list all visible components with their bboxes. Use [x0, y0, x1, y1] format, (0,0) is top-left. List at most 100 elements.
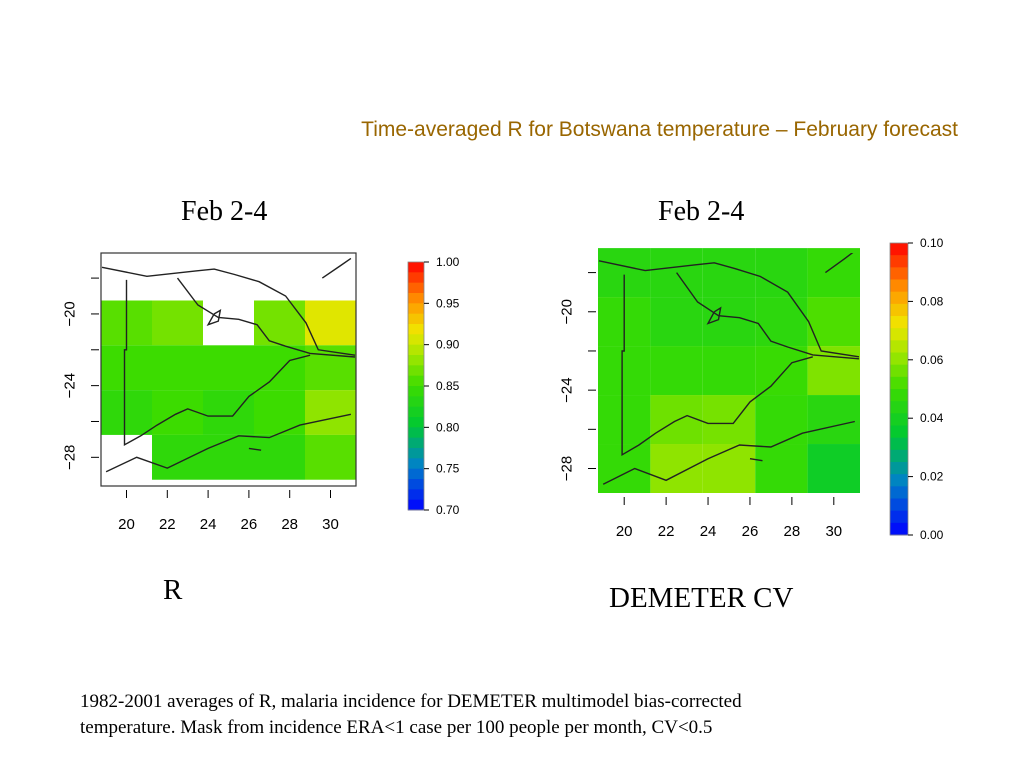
country-border-line: [248, 447, 262, 451]
colorbar-segment: [890, 425, 908, 439]
heatmap-cell: [101, 345, 152, 391]
country-border-line: [123, 279, 311, 446]
colorbar-segment: [890, 401, 908, 414]
colorbar-tick-label: 1.00: [436, 255, 460, 269]
colorbar-segment: [408, 313, 424, 325]
heatmap-cell: [305, 434, 356, 480]
colorbar-segment: [408, 375, 424, 387]
country-border-line: [206, 309, 222, 326]
heatmap-cell: [650, 395, 703, 445]
colorbar-tick-label: 0.02: [920, 470, 944, 484]
heatmap-cell: [807, 444, 860, 493]
colorbar-segment: [408, 262, 424, 273]
x-tick-label: 22: [658, 523, 675, 540]
x-tick-label: 30: [322, 516, 339, 533]
colorbar-segment: [890, 291, 908, 305]
right-map-title: Feb 2-4: [658, 196, 745, 227]
heatmap-cell: [152, 300, 203, 346]
heatmap-cell: [254, 300, 305, 346]
colorbar-tick-label: 0.10: [920, 236, 944, 250]
heatmap-cell: [650, 297, 703, 347]
country-border-line: [706, 306, 722, 325]
country-border-line: [749, 458, 763, 462]
heatmap-cell: [807, 346, 860, 396]
country-border-line: [824, 253, 854, 274]
heatmap-cell: [203, 434, 254, 480]
x-tick-label: 26: [241, 516, 258, 533]
colorbar-segment: [890, 255, 908, 268]
country-border-line: [676, 272, 860, 360]
country-border-line: [321, 257, 352, 279]
x-tick-label: 28: [784, 523, 801, 540]
colorbar-segment: [408, 468, 424, 480]
heatmap-cell: [598, 395, 651, 445]
country-border-line: [602, 420, 855, 485]
heatmap-cell: [702, 395, 756, 445]
colorbar-tick-label: 0.00: [920, 528, 944, 542]
colorbar-segment: [890, 522, 908, 536]
heatmap-cell: [755, 248, 808, 298]
colorbar-frame: [889, 242, 909, 536]
colorbar-segment: [890, 474, 908, 487]
colorbar-segment: [408, 272, 424, 284]
colorbar-segment: [408, 396, 424, 408]
heatmap-cell: [755, 346, 808, 396]
heatmap-cell: [203, 390, 254, 435]
heatmap-cell: [598, 444, 651, 493]
heatmap-cell: [650, 248, 703, 298]
colorbar-segment: [408, 448, 424, 459]
heatmap-cell: [254, 345, 305, 391]
colorbar-segment: [408, 417, 424, 428]
colorbar-segment: [890, 376, 908, 390]
x-tick-label: 22: [159, 516, 176, 533]
y-tick-label: −24: [559, 377, 576, 402]
colorbar-segment: [890, 340, 908, 353]
colorbar-tick-label: 0.70: [436, 503, 460, 517]
footnote: 1982-2001 averages of R, malaria inciden…: [80, 689, 940, 741]
colorbar-segment: [890, 267, 908, 280]
y-tick-label: −28: [559, 456, 576, 481]
left-map-title: Feb 2-4: [181, 196, 268, 227]
colorbar-segment: [408, 458, 424, 470]
colorbar-tick-label: 0.90: [436, 338, 460, 352]
colorbar-segment: [890, 486, 908, 499]
colorbar-segment: [408, 293, 424, 304]
heatmap-cell: [702, 444, 756, 493]
y-tick-label: −20: [559, 299, 576, 324]
country-border-line: [598, 260, 860, 358]
heatmap-cell: [203, 345, 254, 391]
colorbar-segment: [890, 316, 908, 329]
colorbar-tick-label: 0.80: [436, 420, 460, 434]
colorbar-segment: [408, 282, 424, 294]
heatmap-cell: [755, 297, 808, 347]
heatmap-cell: [152, 434, 203, 480]
heatmap-cell: [101, 390, 152, 435]
country-border-line: [105, 413, 352, 473]
y-tick-label: −24: [62, 373, 79, 398]
heatmap-cell: [702, 297, 756, 347]
map-frame: [100, 252, 357, 487]
x-tick-label: 20: [616, 523, 633, 540]
colorbar-segment: [890, 510, 908, 524]
heatmap-panel-0: 20 22 24 26 28 30 −20 −24 −28 1.00 0.95 0.90 0.85 0.8…: [62, 252, 460, 533]
heatmap-cell: [598, 346, 651, 396]
x-tick-label: 26: [742, 523, 759, 540]
colorbar-segment: [890, 413, 908, 426]
heatmap-cell: [755, 395, 808, 445]
heatmap-cell: [755, 444, 808, 493]
left-map-caption: R: [163, 574, 183, 606]
heatmap-cell: [650, 444, 703, 493]
heatmap-cell: [254, 434, 305, 480]
colorbar-segment: [890, 303, 908, 317]
colorbar-segment: [408, 355, 424, 366]
heatmap-cell: [650, 346, 703, 396]
colorbar-tick-label: 0.75: [436, 462, 460, 476]
colorbar-segment: [408, 386, 424, 397]
colorbar-segment: [408, 324, 424, 335]
x-tick-label: 24: [700, 523, 717, 540]
y-tick-label: −28: [62, 445, 79, 470]
colorbar-segment: [890, 364, 908, 378]
country-border-line: [621, 274, 813, 457]
colorbar-segment: [408, 437, 424, 449]
country-border-line: [101, 266, 356, 356]
